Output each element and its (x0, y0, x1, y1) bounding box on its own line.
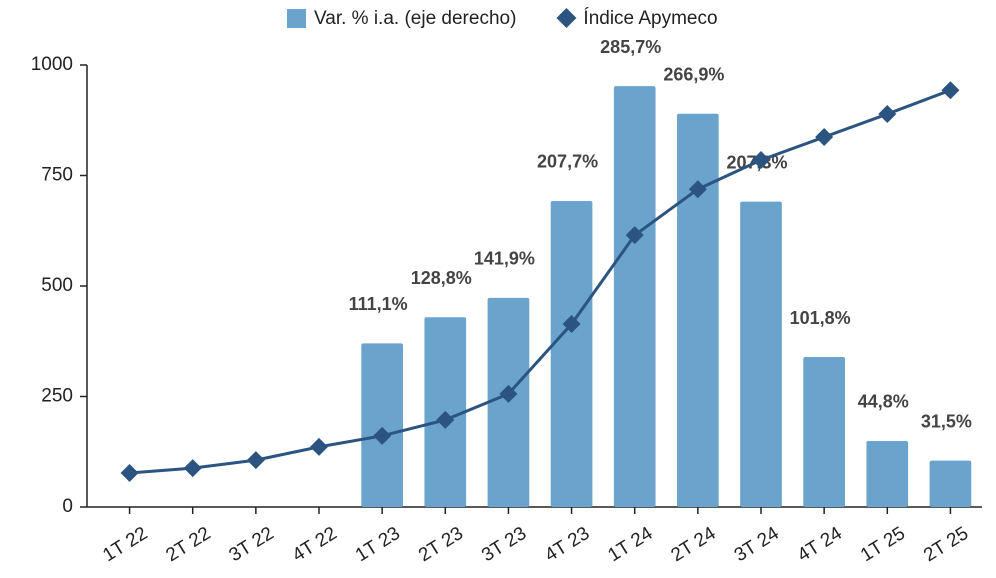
bar (866, 440, 909, 507)
line-marker (752, 151, 770, 170)
line-marker (183, 459, 202, 478)
x-tick-label: 3T 22 (226, 523, 278, 566)
line-marker (120, 463, 139, 482)
data-label: 44,8% (858, 392, 909, 412)
line-marker (562, 315, 581, 334)
data-label: 141,9% (474, 249, 535, 269)
x-tick-label: 4T 22 (289, 523, 341, 566)
bar (677, 113, 719, 507)
x-tick-label: 2T 24 (668, 523, 720, 567)
legend-swatch (287, 9, 306, 28)
line-marker (941, 81, 960, 100)
x-tick-label: 2T 23 (415, 523, 467, 566)
data-label: 285,7% (600, 37, 661, 57)
bar (613, 86, 656, 507)
x-tick-label: 4T 24 (794, 523, 846, 567)
line-marker (499, 384, 518, 403)
x-tick-label: 2T 25 (920, 523, 972, 566)
y-tick-label: 500 (41, 275, 73, 296)
bar (929, 460, 972, 507)
y-tick-label: 250 (41, 386, 73, 407)
x-tick-label: 1T 25 (857, 523, 909, 566)
line-marker (815, 128, 834, 147)
y-tick-label: 750 (41, 165, 73, 186)
line-marker (310, 437, 328, 456)
line-marker (373, 426, 392, 445)
data-label: 266,9% (663, 65, 724, 85)
x-tick-label: 1T 22 (99, 523, 151, 566)
bar (361, 343, 403, 507)
bar (803, 357, 845, 507)
x-tick-label: 3T 24 (731, 523, 783, 567)
x-tick-label: 2T 22 (162, 523, 214, 566)
line-marker (625, 226, 644, 245)
x-tick-label: 1T 24 (604, 523, 656, 567)
y-tick-label: 1000 (31, 54, 73, 75)
legend-swatch (556, 8, 577, 28)
x-tick-label: 1T 23 (352, 523, 404, 566)
line-marker (246, 451, 265, 470)
data-label: 128,8% (411, 268, 472, 288)
line-marker (878, 105, 897, 124)
y-tick-label: 0 (62, 496, 73, 517)
x-tick-label: 4T 23 (541, 523, 593, 566)
bar (740, 201, 782, 507)
legend-label: Var. % i.a. (eje derecho) (314, 8, 516, 29)
line-marker (436, 410, 455, 429)
line (129, 88, 951, 475)
data-label: 31,5% (921, 411, 972, 431)
bar (550, 200, 593, 508)
data-label: 101,8% (790, 308, 851, 328)
x-tick-label: 3T 23 (478, 523, 530, 566)
data-label: 111,1% (349, 294, 408, 314)
legend-label: Índice Apymeco (583, 8, 717, 29)
line-marker (688, 180, 707, 199)
data-label: 207,7% (537, 152, 598, 172)
